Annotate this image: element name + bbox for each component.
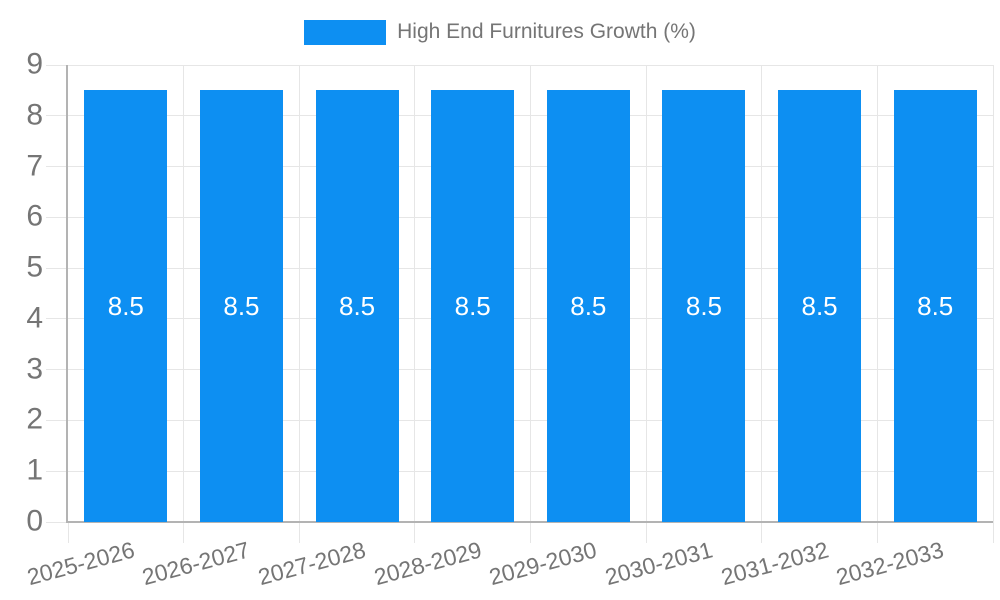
bar-value-label: 8.5 <box>570 291 607 322</box>
legend-swatch <box>304 19 387 45</box>
y-tick <box>46 267 68 269</box>
x-tick <box>183 522 185 543</box>
bar-2032-2033[interactable] <box>893 90 977 522</box>
x-tick <box>67 522 69 543</box>
y-axis-label: 7 <box>26 148 43 182</box>
y-axis-label: 1 <box>26 453 43 487</box>
gridline-vertical <box>876 65 878 522</box>
gridline-vertical <box>530 65 531 522</box>
gridline-vertical <box>992 65 994 522</box>
x-tick <box>876 522 878 543</box>
bar-2029-2030[interactable] <box>546 90 630 522</box>
y-axis-label: 2 <box>26 402 43 436</box>
x-tick <box>645 522 647 543</box>
y-axis-label: 5 <box>26 250 43 284</box>
bar-2027-2028[interactable] <box>315 90 399 522</box>
x-tick <box>530 522 531 543</box>
gridline-vertical <box>298 65 300 522</box>
bar-2026-2027[interactable] <box>199 90 283 522</box>
y-axis-label: 0 <box>26 504 43 538</box>
gridline-vertical <box>414 65 416 522</box>
y-tick <box>46 369 68 371</box>
x-axis-label-2028-2029: 2028-2029 <box>370 536 484 591</box>
y-tick <box>46 318 68 320</box>
y-tick <box>46 216 68 218</box>
y-axis-label: 8 <box>26 98 43 132</box>
bar-value-label: 8.5 <box>917 291 954 322</box>
y-tick <box>46 64 68 66</box>
x-axis-label-2030-2031: 2030-2031 <box>602 536 716 591</box>
bar-value-label: 8.5 <box>107 291 144 322</box>
x-tick <box>761 522 763 543</box>
x-axis-label-2029-2030: 2029-2030 <box>486 536 600 591</box>
y-axis-label: 3 <box>26 352 43 386</box>
bar-value-label: 8.5 <box>685 291 723 322</box>
y-axis-label: 4 <box>26 301 43 335</box>
x-tick <box>414 522 416 543</box>
bar-2025-2026[interactable] <box>84 90 168 522</box>
y-axis-line <box>66 65 68 522</box>
bar-2028-2029[interactable] <box>431 90 515 522</box>
x-axis-line <box>66 521 993 523</box>
gridline-vertical <box>761 65 763 522</box>
y-tick <box>46 115 68 117</box>
bar-value-label: 8.5 <box>338 291 376 322</box>
x-axis-label-2026-2027: 2026-2027 <box>139 536 253 591</box>
y-axis-label: 9 <box>26 47 43 81</box>
y-axis-label: 6 <box>26 199 43 233</box>
x-tick <box>298 522 300 543</box>
y-tick <box>46 166 68 168</box>
legend-label: High End Furnitures Growth (%) <box>397 20 696 43</box>
bar-value-label: 8.5 <box>223 291 260 322</box>
x-axis-label-2027-2028: 2027-2028 <box>255 536 369 591</box>
x-axis-label-2032-2033: 2032-2033 <box>833 536 947 591</box>
x-axis-label-2031-2032: 2031-2032 <box>717 536 831 591</box>
y-tick <box>46 521 68 523</box>
bar-2031-2032[interactable] <box>778 90 862 522</box>
bar-2030-2031[interactable] <box>662 90 746 522</box>
y-tick <box>46 419 68 421</box>
y-tick <box>46 470 68 472</box>
bar-value-label: 8.5 <box>454 291 491 322</box>
legend[interactable]: High End Furnitures Growth (%) <box>0 19 1000 45</box>
x-tick <box>992 522 994 543</box>
gridline-vertical <box>183 65 185 522</box>
x-axis-label-2025-2026: 2025-2026 <box>24 536 138 591</box>
bar-value-label: 8.5 <box>801 291 838 322</box>
gridline-vertical <box>645 65 647 522</box>
